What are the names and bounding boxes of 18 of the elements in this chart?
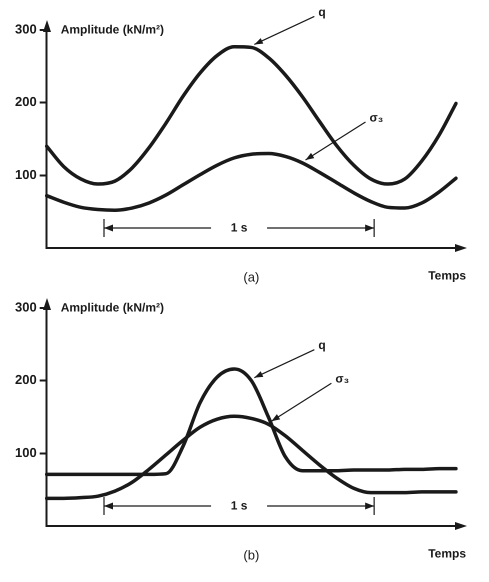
y-tick-label: 200: [14, 372, 37, 388]
text: (b): [243, 548, 260, 563]
text: σ₃: [370, 110, 384, 124]
text: σ₃: [335, 372, 350, 386]
y-tick-label: 300: [14, 22, 37, 37]
annotation: 1 s: [230, 498, 248, 512]
text: q: [318, 4, 326, 19]
text: (a): [243, 270, 260, 285]
y-axis-title: Amplitude (kN/m²): [60, 300, 164, 314]
x-axis-title: Temps: [428, 268, 466, 282]
text: q: [318, 338, 326, 352]
y-tick-label: 200: [14, 94, 37, 110]
y-axis-title: Amplitude (kN/m²): [60, 22, 164, 36]
y-tick-label: 300: [14, 300, 37, 315]
annotation: 1 s: [230, 220, 248, 234]
y-tick-label: 100: [14, 444, 37, 460]
x-axis-title: Temps: [428, 546, 466, 560]
y-tick-label: 100: [14, 166, 37, 182]
